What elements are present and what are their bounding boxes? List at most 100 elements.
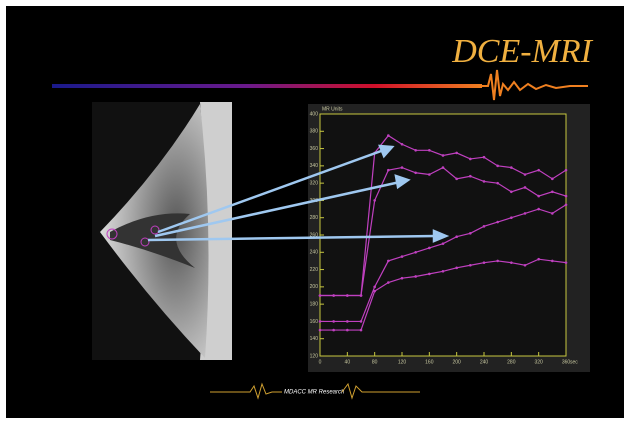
data-point [510, 166, 513, 169]
data-point [565, 261, 568, 264]
y-tick-label: 360 [310, 146, 319, 152]
data-point [442, 242, 445, 245]
data-point [524, 173, 527, 176]
x-tick-label: 200 [452, 359, 461, 365]
data-point [565, 169, 568, 172]
y-tick-label: 160 [310, 319, 319, 325]
data-point [510, 190, 513, 193]
data-point [524, 212, 527, 215]
data-point [360, 294, 363, 297]
data-point [401, 143, 404, 146]
x-tick-label: 40 [345, 359, 351, 365]
data-point [455, 267, 458, 270]
data-point [442, 154, 445, 157]
data-point [332, 320, 335, 323]
data-point [496, 260, 499, 263]
data-point [565, 195, 568, 198]
data-point [428, 173, 431, 176]
data-point [387, 281, 390, 284]
y-tick-label: 120 [310, 353, 319, 359]
y-tick-label: 340 [310, 163, 319, 169]
data-point [332, 294, 335, 297]
data-point [524, 264, 527, 267]
x-tick-label: 240 [480, 359, 489, 365]
data-point [496, 221, 499, 224]
data-point [414, 251, 417, 254]
x-tick-label: 0 [319, 359, 322, 365]
data-point [360, 329, 363, 332]
data-point [537, 208, 540, 211]
y-tick-label: 280 [310, 215, 319, 221]
data-point [387, 260, 390, 263]
data-point [442, 166, 445, 169]
data-point [469, 175, 472, 178]
data-point [387, 169, 390, 172]
data-point [469, 232, 472, 235]
slide-title: DCE-MRI [451, 33, 593, 70]
data-point [537, 169, 540, 172]
data-point [373, 290, 376, 293]
data-point [455, 178, 458, 181]
data-point [373, 199, 376, 202]
y-tick-label: 380 [310, 129, 319, 135]
x-tick-label: 320 [534, 359, 543, 365]
data-point [428, 247, 431, 250]
data-point [428, 273, 431, 276]
y-tick-label: 400 [310, 111, 319, 117]
data-point [551, 212, 554, 215]
y-axis-label: MR Units [322, 106, 343, 112]
data-point [469, 264, 472, 267]
x-tick-label: 280 [507, 359, 516, 365]
data-point [551, 260, 554, 263]
data-point [360, 320, 363, 323]
data-point [510, 261, 513, 264]
data-point [483, 180, 486, 183]
x-axis-label: sec [570, 359, 578, 365]
data-point [401, 255, 404, 258]
data-point [537, 258, 540, 261]
data-point [387, 134, 390, 137]
data-point [455, 152, 458, 155]
data-point [455, 235, 458, 238]
data-point [496, 165, 499, 168]
data-point [428, 149, 431, 152]
data-point [414, 149, 417, 152]
data-point [414, 171, 417, 174]
footer-text: MDACC MR Research [284, 390, 345, 396]
page: {"slide": {"title": "DCE-MRI", "footer":… [0, 0, 630, 429]
data-point [496, 182, 499, 185]
data-point [414, 275, 417, 278]
data-point [483, 261, 486, 264]
slide: DCE-MRI 12014016018020022024026028030032… [0, 0, 630, 424]
y-tick-label: 180 [310, 301, 319, 307]
data-point [346, 320, 349, 323]
data-point [469, 158, 472, 161]
data-point [373, 286, 376, 289]
data-point [319, 329, 322, 332]
data-point [401, 277, 404, 280]
y-tick-label: 320 [310, 180, 319, 186]
y-tick-label: 140 [310, 336, 319, 342]
data-point [483, 225, 486, 228]
data-point [346, 329, 349, 332]
data-point [537, 195, 540, 198]
y-tick-label: 200 [310, 284, 319, 290]
title-rule [52, 84, 482, 88]
data-point [319, 294, 322, 297]
data-point [332, 329, 335, 332]
y-tick-label: 240 [310, 250, 319, 256]
data-point [346, 294, 349, 297]
x-tick-label: 80 [372, 359, 378, 365]
data-point [483, 156, 486, 159]
data-point [401, 166, 404, 169]
data-point [510, 216, 513, 219]
data-point [565, 203, 568, 206]
data-point [442, 270, 445, 273]
data-point [551, 190, 554, 193]
x-tick-label: 160 [425, 359, 434, 365]
data-point [319, 320, 322, 323]
data-point [551, 178, 554, 181]
data-point [524, 186, 527, 189]
x-tick-label: 120 [398, 359, 407, 365]
y-tick-label: 220 [310, 267, 319, 273]
